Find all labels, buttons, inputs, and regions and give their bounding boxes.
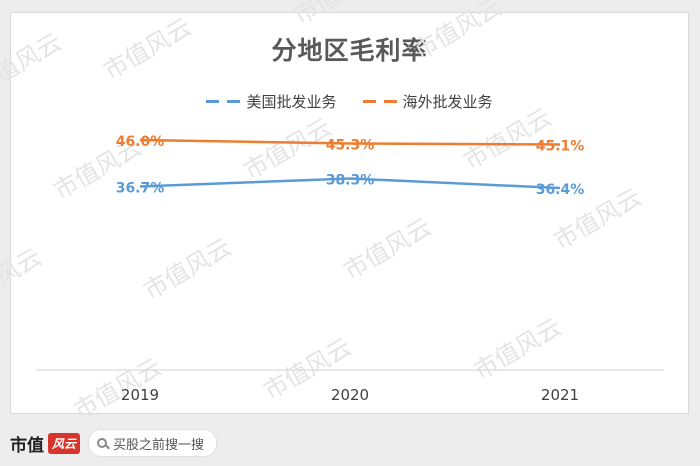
- legend-swatch-us: [206, 99, 241, 104]
- data-label: 36.7%: [116, 181, 165, 197]
- watermark-text: 市值风云: [139, 233, 236, 305]
- legend-item-overseas: 海外批发业务: [362, 91, 493, 112]
- chart-card: 分地区毛利率 美国批发业务 海外批发业务: [10, 12, 689, 414]
- search-placeholder: 买股之前搜一搜: [113, 437, 205, 453]
- watermark-text: 市值风云: [0, 28, 66, 100]
- data-label: 45.1%: [536, 139, 585, 155]
- brand-logo: 市值 风云: [10, 431, 81, 456]
- watermark-text: 市值风云: [239, 113, 336, 185]
- legend-swatch-overseas: [362, 99, 397, 104]
- x-tick-label: 2019: [121, 386, 159, 404]
- legend-item-us: 美国批发业务: [206, 91, 337, 112]
- bottom-bar: 市值 风云 买股之前搜一搜: [0, 420, 700, 466]
- search-button[interactable]: 买股之前搜一搜: [88, 429, 218, 457]
- legend-label-us: 美国批发业务: [246, 93, 337, 111]
- watermark-text: 市值风云: [409, 0, 506, 65]
- brand-stamp: 风云: [48, 432, 81, 454]
- search-icon: [97, 438, 108, 448]
- legend: 美国批发业务 海外批发业务: [11, 91, 688, 112]
- brand-name: 市值: [10, 435, 44, 456]
- series-line-overseas: [139, 138, 561, 146]
- watermark-text: 市值风云: [99, 13, 196, 85]
- data-label: 46.0%: [116, 134, 165, 150]
- x-tick-label: 2020: [331, 386, 369, 404]
- legend-label-overseas: 海外批发业务: [402, 93, 493, 111]
- data-label: 38.3%: [326, 173, 375, 189]
- watermark-text: 市值风云: [289, 0, 386, 30]
- data-label: 36.4%: [536, 182, 585, 198]
- watermark-text: 市值风云: [0, 243, 46, 315]
- series-line-us: [139, 177, 561, 190]
- x-tick-label: 2021: [541, 386, 579, 404]
- data-label: 45.3%: [326, 138, 375, 154]
- watermark-text: 市值风云: [469, 313, 566, 385]
- chart-title: 分地区毛利率: [271, 36, 428, 65]
- watermark-text: 市值风云: [339, 213, 436, 285]
